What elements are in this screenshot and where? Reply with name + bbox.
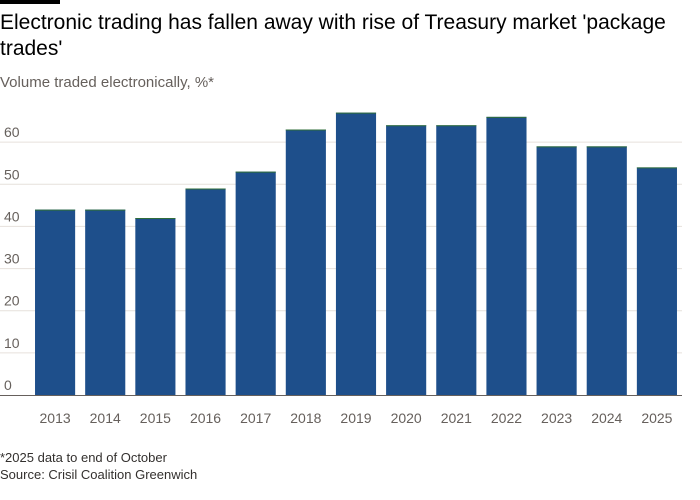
top-rule: [0, 0, 60, 4]
x-tick-label: 2013: [40, 410, 71, 426]
source-note: Source: Crisil Coalition Greenwich: [0, 467, 198, 482]
y-tick-label: 30: [4, 251, 20, 267]
x-tick-label: 2023: [541, 410, 572, 426]
footnote: *2025 data to end of October: [0, 450, 167, 465]
bar-2016: [185, 188, 226, 395]
chart-title: Electronic trading has fallen away with …: [0, 11, 666, 60]
bar-2013: [35, 209, 76, 395]
y-tick-label: 50: [4, 166, 20, 182]
x-tick-label: 2021: [441, 410, 472, 426]
x-tick-label: 2016: [190, 410, 221, 426]
bar-2025: [636, 167, 677, 395]
x-tick-label: 2020: [391, 410, 422, 426]
x-axis-ticks: 2013 2014 2015 2016 2017 2018 2019 2020 2021 2022…: [40, 410, 673, 426]
bar-2024: [586, 146, 627, 395]
y-tick-label: 20: [4, 293, 20, 309]
bar-2021: [436, 125, 477, 395]
y-tick-label: 0: [4, 377, 12, 393]
bar-layer: [35, 112, 677, 396]
x-tick-label: 2019: [340, 410, 371, 426]
y-tick-label: 60: [4, 124, 20, 140]
bar-2022: [486, 116, 527, 396]
y-axis-ticks: 0 10 20 30 40 50 60: [4, 124, 20, 393]
x-tick-label: 2024: [591, 410, 622, 426]
bar-2015: [135, 218, 176, 395]
y-tick-label: 10: [4, 335, 20, 351]
bar-2023: [536, 146, 577, 395]
x-tick-label: 2018: [290, 410, 321, 426]
x-tick-label: 2017: [240, 410, 271, 426]
chart-subtitle: Volume traded electronically, %*: [0, 74, 214, 91]
bar-2017: [235, 171, 276, 395]
x-tick-label: 2025: [641, 410, 672, 426]
x-tick-label: 2022: [491, 410, 522, 426]
bar-2018: [285, 129, 326, 395]
x-tick-label: 2015: [140, 410, 171, 426]
bar-2014: [85, 209, 126, 395]
y-tick-label: 40: [4, 208, 20, 224]
x-tick-label: 2014: [90, 410, 121, 426]
bar-2019: [335, 112, 377, 395]
bar-2020: [386, 125, 427, 395]
